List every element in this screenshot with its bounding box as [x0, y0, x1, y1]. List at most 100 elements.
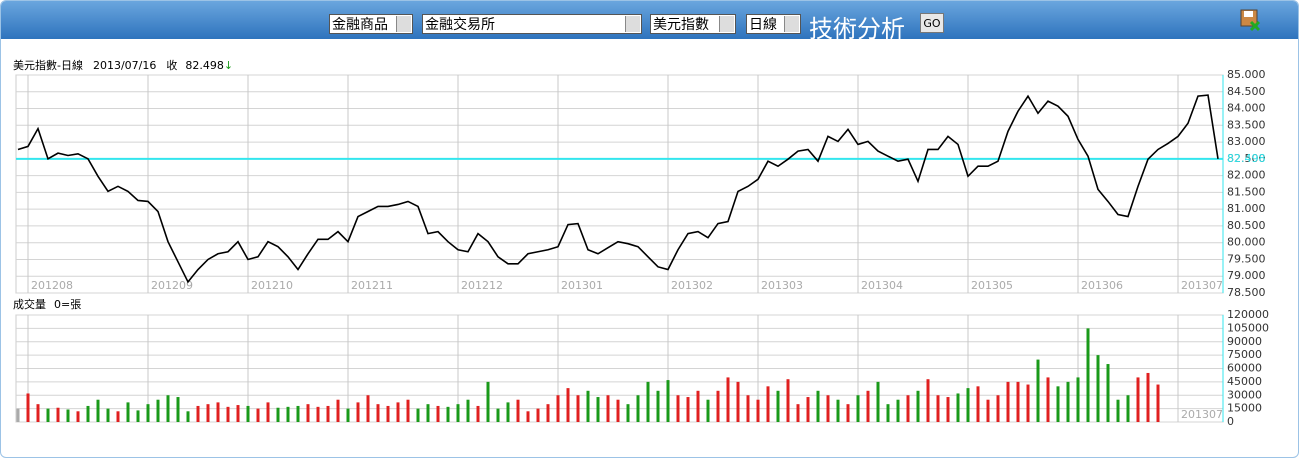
volume-bar — [366, 395, 370, 422]
volume-bar — [116, 411, 120, 422]
volume-bar — [606, 395, 610, 422]
volume-bar — [236, 405, 240, 422]
volume-bar — [266, 402, 270, 422]
title: 技術分析 — [809, 15, 905, 43]
y-tick-label: 78.500 — [1227, 286, 1266, 299]
volume-bar — [1146, 372, 1150, 422]
volume-bar — [946, 397, 950, 422]
volume-bar — [1076, 377, 1080, 422]
volume-bar — [226, 406, 230, 422]
chart-header: 美元指數-日線 2013/07/16 收 82.498↓ — [13, 58, 233, 72]
volume-bar — [76, 411, 80, 422]
y-tick-label: 82.500 — [1227, 152, 1266, 165]
volume-bar — [866, 390, 870, 422]
volume-bar — [666, 380, 670, 422]
volume-bar — [796, 404, 800, 422]
close-arrow: ↓ — [224, 59, 233, 72]
volume-bar — [376, 404, 380, 422]
volume-bar — [916, 390, 920, 422]
volume-bar — [1116, 399, 1120, 422]
volume-bar — [286, 406, 290, 422]
y-tick-label: 80.000 — [1227, 236, 1266, 249]
volume-bar — [356, 402, 360, 422]
y-tick-label: 90000 — [1227, 335, 1262, 348]
volume-bar — [486, 381, 490, 422]
select[interactable]: 美元指數 — [650, 14, 736, 34]
volume-bar — [246, 405, 250, 422]
volume-bar — [776, 390, 780, 422]
save-icon[interactable] — [1239, 8, 1263, 32]
volume-bar — [566, 388, 570, 422]
volume-bar — [146, 404, 150, 422]
volume-bar — [966, 388, 970, 422]
y-tick-label: 0 — [1227, 415, 1234, 428]
volume-bar — [556, 395, 560, 422]
y-tick-label: 81.000 — [1227, 202, 1266, 215]
volume-bar — [176, 397, 180, 422]
volume-bar — [456, 404, 460, 422]
volume-bar — [196, 405, 200, 422]
volume-bar — [756, 399, 760, 422]
volume-bar — [496, 408, 500, 422]
volume-bar — [466, 399, 470, 422]
y-tick-label: 105000 — [1227, 321, 1269, 334]
x-tick-label: 201301 — [561, 279, 603, 292]
x-tick-label: 201211 — [351, 279, 393, 292]
volume-bar — [996, 395, 1000, 422]
volume-bar — [676, 395, 680, 422]
volume-bar — [1066, 381, 1070, 422]
x-tick-label: 201305 — [971, 279, 1013, 292]
volume-bar — [906, 395, 910, 422]
volume-bar — [1106, 364, 1110, 422]
chart: 78.500 79.000 79.500 80.000 80.500 81.000 81.5… — [13, 58, 1269, 428]
volume-bar — [446, 406, 450, 422]
y-tick-label: 81.500 — [1227, 185, 1266, 198]
volume-bar — [876, 381, 880, 422]
select[interactable]: 金融交易所 — [422, 14, 642, 34]
volume-bar — [206, 404, 210, 422]
volume-bar — [186, 411, 190, 422]
volume-bar — [326, 405, 330, 422]
volume-bar — [526, 411, 530, 422]
select[interactable]: 日線 — [746, 14, 801, 34]
volume-bar — [416, 408, 420, 422]
volume-bar — [626, 404, 630, 422]
volume-bar — [386, 405, 390, 422]
volume-bar — [616, 399, 620, 422]
volume-bar — [296, 405, 300, 422]
x-tick-label: 201307 — [1181, 408, 1223, 421]
volume-bar — [46, 408, 50, 422]
volume-bar — [346, 408, 350, 422]
x-tick-label: 201307 — [1181, 279, 1223, 292]
volume-bar — [516, 399, 520, 422]
volume-bar — [706, 399, 710, 422]
select[interactable]: 金融商品 — [329, 14, 413, 34]
volume-bar — [646, 381, 650, 422]
volume-bar — [696, 390, 700, 422]
header-part: 0=張 — [54, 298, 81, 311]
y-tick-label: 80.500 — [1227, 219, 1266, 232]
volume-bar — [736, 381, 740, 422]
volume-bar — [536, 408, 540, 422]
y-tick-label: 84.500 — [1227, 85, 1266, 98]
volume-bar — [66, 409, 70, 422]
volume-bar — [1026, 384, 1030, 422]
header-part: 2013/07/16 — [93, 59, 156, 72]
header-part: 收 — [166, 58, 177, 72]
volume-bar — [586, 390, 590, 422]
volume-bar — [1096, 355, 1100, 422]
volume-bar — [686, 397, 690, 422]
volume-bar — [256, 408, 260, 422]
volume-bar — [926, 379, 930, 422]
volume-bar — [1126, 395, 1130, 422]
volume-bar — [936, 395, 940, 422]
header-part: 美元指數-日線 — [13, 58, 83, 72]
volume-bar — [476, 405, 480, 422]
go-button[interactable]: GO — [920, 13, 944, 33]
volume-bar — [826, 395, 830, 422]
volume-bar — [306, 404, 310, 422]
y-tick-label: 79.000 — [1227, 269, 1266, 282]
volume-bar — [96, 399, 100, 422]
volume-bar — [846, 404, 850, 422]
y-tick-label: 82.000 — [1227, 169, 1266, 182]
